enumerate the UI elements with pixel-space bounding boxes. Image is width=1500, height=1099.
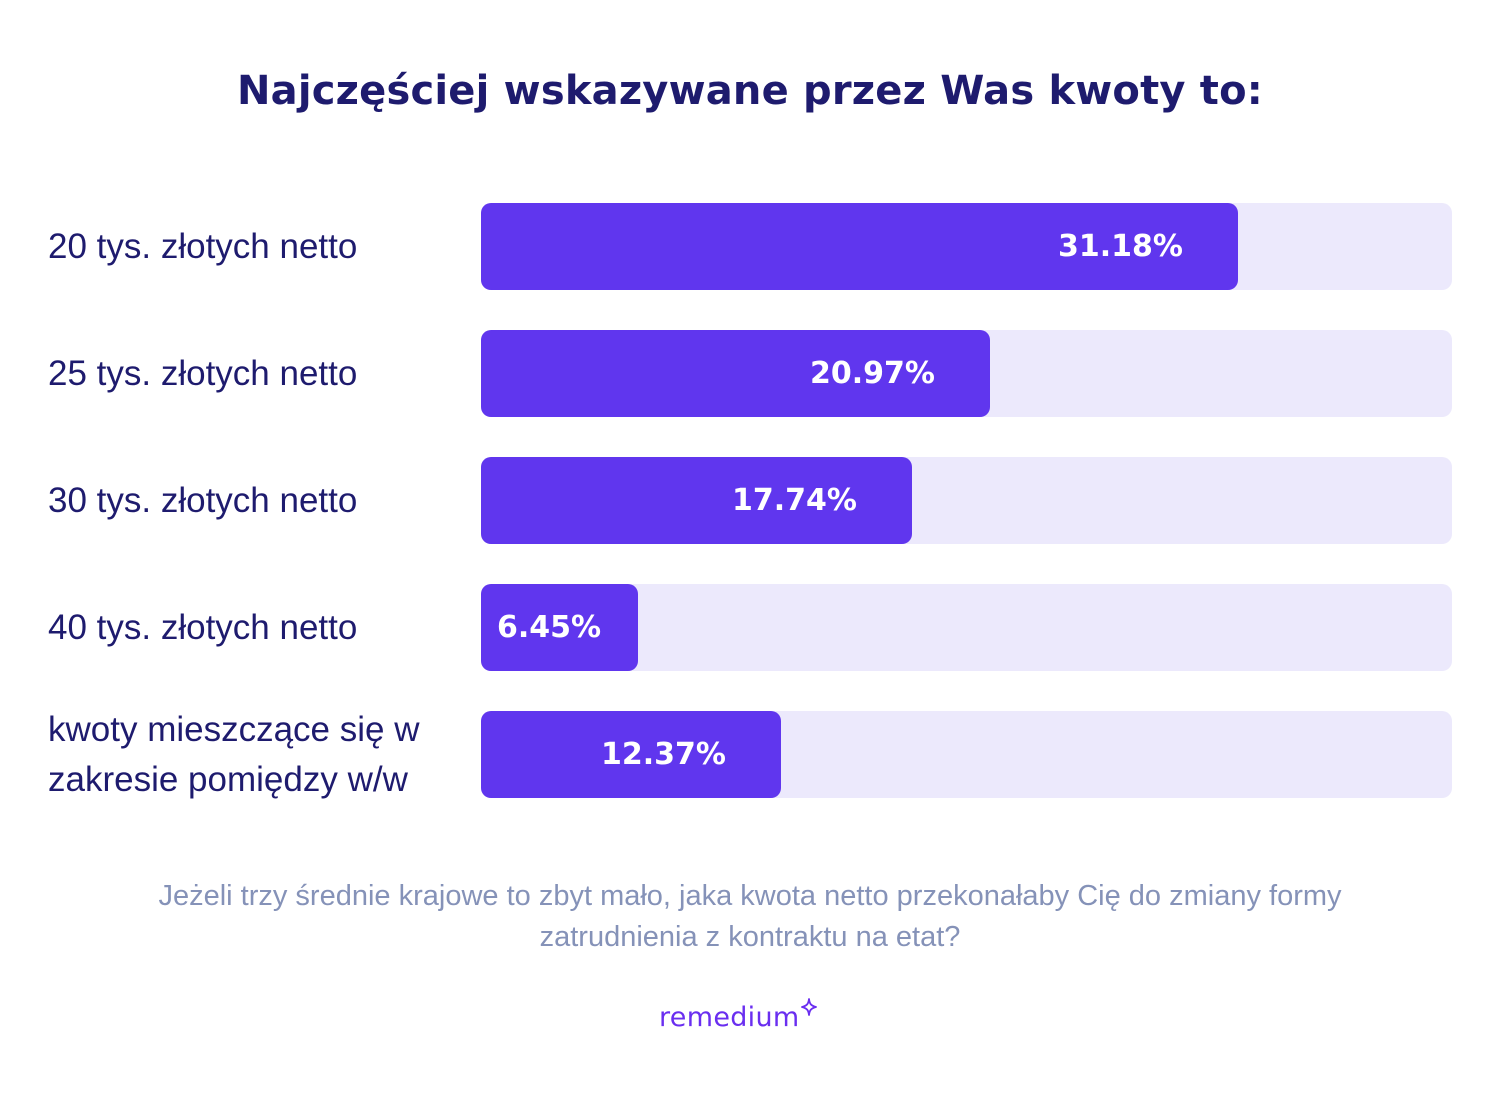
bar [481, 711, 781, 798]
page-title: Najczęściej wskazywane przez Was kwoty t… [236, 68, 1264, 114]
survey-question: Jeżeli trzy średnie krajowe to zbyt mało… [158, 880, 1342, 953]
bar-value-label: 20.97% [810, 356, 935, 391]
category-label: 30 tys. złotych netto [48, 480, 358, 520]
category-label: 20 tys. złotych netto [48, 226, 358, 266]
remedium-logo: remedium [659, 998, 817, 1038]
bar-chart: 20 tys. złotych netto 31.18% 25 tys. złoty… [48, 203, 1452, 799]
bar-track: 17.74% [481, 457, 1452, 544]
category-label: kwoty mieszczące się w zakresie pomiędzy… [48, 709, 420, 799]
bar-value-label: 17.74% [732, 483, 857, 518]
bar [481, 330, 990, 417]
logo-text: remedium [659, 1002, 800, 1033]
bar [481, 457, 912, 544]
category-label: 40 tys. złotych netto [48, 607, 358, 647]
bar-track: 6.45% [481, 584, 1452, 671]
bar [481, 203, 1238, 290]
bar-value-label: 12.37% [601, 737, 726, 772]
bar-track: 12.37% [481, 711, 1452, 798]
category-label: 25 tys. złotych netto [48, 353, 358, 393]
bar [481, 584, 638, 671]
sparkle-icon [800, 998, 817, 1016]
bar-value-label: 6.45% [497, 610, 602, 645]
bar-track: 31.18% [481, 203, 1452, 290]
bar-value-label: 31.18% [1058, 229, 1183, 264]
bar-track: 20.97% [481, 330, 1452, 417]
